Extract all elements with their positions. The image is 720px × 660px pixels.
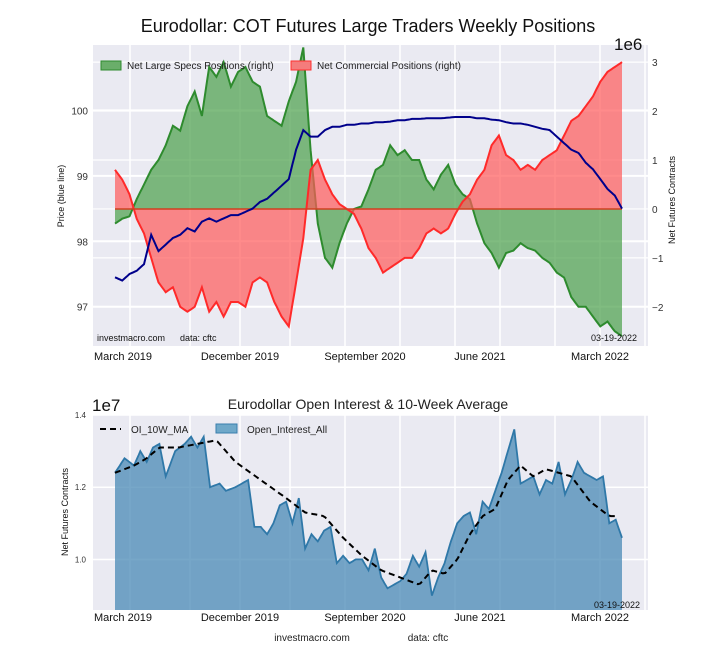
oi-area bbox=[115, 429, 622, 610]
top-position-areas bbox=[114, 47, 623, 338]
top-right-axis-ticks: −2 −1 0 1 2 3 bbox=[652, 58, 664, 314]
top-x-tick-label: March 2019 bbox=[94, 351, 152, 363]
right-tick-label: 0 bbox=[652, 205, 658, 216]
bottom-legend: OI_10W_MA Open_Interest_All bbox=[100, 423, 327, 436]
bottom-y-tick-label: 1.2 bbox=[75, 483, 87, 492]
top-legend: Net Large Specs Positions (right) Net Co… bbox=[100, 60, 461, 72]
left-tick-label: 100 bbox=[71, 106, 88, 117]
right-tick-label: −2 bbox=[652, 303, 664, 314]
legend-label-commercial: Net Commercial Positions (right) bbox=[317, 61, 461, 72]
top-x-tick-label: June 2021 bbox=[454, 351, 505, 363]
bottom-y-axis-label: Net Futures Contracts bbox=[60, 467, 70, 556]
price-line bbox=[114, 116, 623, 282]
line-specs bbox=[114, 47, 623, 338]
bottom-y-axis-ticks: 1.0 1.2 1.4 bbox=[75, 411, 87, 564]
legend-label-oi: Open_Interest_All bbox=[247, 425, 327, 436]
bottom-x-tick-label: September 2020 bbox=[324, 612, 405, 624]
bottom-date-note: 03-19-2022 bbox=[594, 600, 640, 610]
legend-swatch-oi bbox=[215, 423, 238, 434]
bottom-ma-line bbox=[114, 439, 616, 586]
top-source-note: investmacro.com bbox=[97, 333, 165, 343]
top-right-multiplier: 1e6 bbox=[614, 35, 642, 54]
bottom-y-tick-label: 1.0 bbox=[75, 555, 87, 564]
bottom-chart-title: Eurodollar Open Interest & 10-Week Avera… bbox=[228, 396, 509, 412]
footer-data: data: cftc bbox=[408, 633, 449, 644]
bottom-y-tick-label: 1.4 bbox=[75, 411, 87, 420]
top-chart-title: Eurodollar: COT Futures Large Traders We… bbox=[141, 16, 596, 36]
top-x-axis-ticks: March 2019 December 2019 September 2020 Jun… bbox=[94, 351, 629, 363]
top-left-axis-label: Price (blue line) bbox=[56, 165, 66, 228]
footer-source: investmacro.com bbox=[274, 633, 350, 644]
left-tick-label: 97 bbox=[77, 303, 89, 314]
bottom-x-tick-label: December 2019 bbox=[201, 612, 279, 624]
bottom-x-tick-label: June 2021 bbox=[454, 612, 505, 624]
bottom-multiplier: 1e7 bbox=[92, 396, 120, 415]
bottom-x-tick-label: March 2019 bbox=[94, 612, 152, 624]
line-commercial bbox=[114, 61, 623, 329]
top-x-tick-label: December 2019 bbox=[201, 351, 279, 363]
top-right-axis-label: Net Futures Contracts bbox=[667, 155, 677, 244]
top-date-note: 03-19-2022 bbox=[591, 333, 637, 343]
legend-label-specs: Net Large Specs Positions (right) bbox=[127, 61, 274, 72]
left-tick-label: 99 bbox=[77, 172, 89, 183]
right-tick-label: 3 bbox=[652, 58, 658, 69]
top-price-line bbox=[114, 116, 623, 282]
right-tick-label: 1 bbox=[652, 156, 658, 167]
top-left-axis-ticks: 97 98 99 100 bbox=[71, 106, 88, 313]
top-data-note: data: cftc bbox=[180, 333, 217, 343]
bottom-x-tick-label: March 2022 bbox=[571, 612, 629, 624]
left-tick-label: 98 bbox=[77, 237, 89, 248]
top-x-tick-label: September 2020 bbox=[324, 351, 405, 363]
ma-line bbox=[114, 439, 616, 586]
legend-swatch-specs bbox=[100, 60, 122, 71]
legend-swatch-commercial bbox=[290, 60, 312, 71]
top-x-tick-label: March 2022 bbox=[571, 351, 629, 363]
right-tick-label: 2 bbox=[652, 107, 658, 118]
right-tick-label: −1 bbox=[652, 254, 664, 265]
area-commercial bbox=[115, 62, 622, 327]
bottom-x-axis-ticks: March 2019 December 2019 September 2020 Jun… bbox=[94, 612, 629, 624]
legend-label-ma: OI_10W_MA bbox=[131, 425, 189, 436]
